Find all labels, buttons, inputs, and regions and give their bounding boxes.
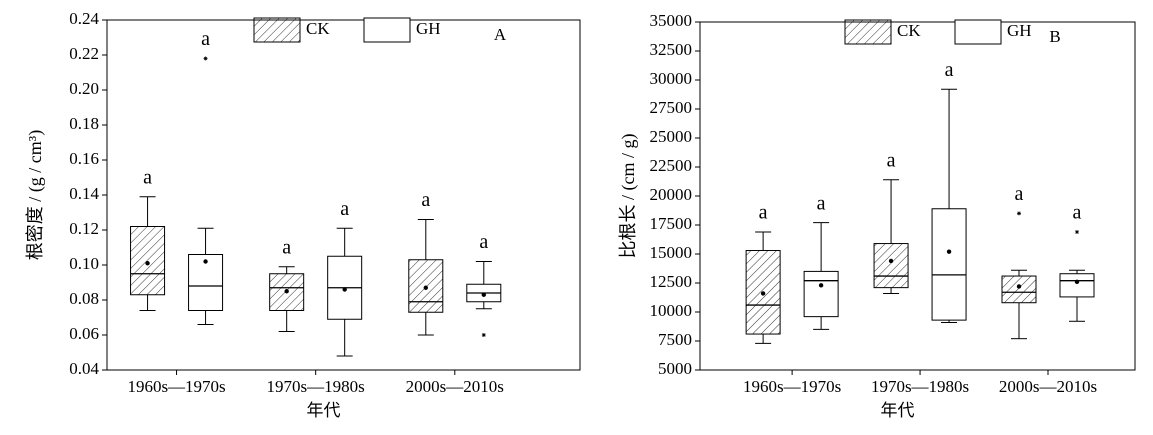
y-tick-label: 0.18 (69, 114, 99, 133)
y-tick-label: 10000 (650, 301, 693, 320)
mean-dot (946, 249, 952, 254)
significance-letter: a (282, 236, 291, 258)
y-axis-label: 根密度 / (g / cm³) (25, 130, 46, 260)
outlier (481, 333, 486, 337)
x-axis-label: 年代 (307, 401, 341, 420)
legend-label: GH (1007, 21, 1032, 40)
mean-dot (203, 259, 208, 264)
x-axis-label: 年代 (881, 401, 915, 420)
y-axis-label: 比根长 / (cm / g) (618, 134, 639, 259)
box (269, 273, 305, 311)
significance-letter: a (1015, 183, 1024, 205)
outlier (1017, 211, 1021, 216)
legend-swatch (253, 17, 301, 43)
legend-swatch (844, 19, 892, 45)
y-tick-label: 25000 (650, 127, 693, 146)
significance-letter: a (817, 192, 826, 214)
mean-dot (423, 285, 428, 290)
legend-label: CK (897, 21, 921, 40)
panel-label: B (1049, 27, 1060, 46)
x-tick-label: 1960s—1970s (743, 377, 841, 396)
y-tick-label: 0.10 (69, 254, 99, 273)
significance-letter: a (759, 202, 768, 224)
mean-dot (760, 291, 766, 296)
significance-letter: a (340, 198, 349, 220)
x-tick-label: 1960s—1970s (127, 377, 225, 396)
y-tick-label: 0.20 (69, 79, 99, 98)
significance-letter: a (887, 149, 896, 171)
significance-letter: a (421, 189, 430, 211)
x-tick-label: 1970s—1980s (871, 377, 969, 396)
y-tick-label: 0.14 (69, 184, 99, 203)
x-tick-label: 2000s—2010s (999, 377, 1097, 396)
significance-letter: a (945, 59, 954, 81)
y-tick-label: 0.06 (69, 324, 99, 343)
mean-dot (1074, 279, 1080, 285)
x-tick-label: 1970s—1980s (267, 377, 365, 396)
y-tick-label: 0.22 (69, 44, 99, 63)
box (803, 270, 839, 318)
y-tick-label: 12500 (650, 272, 693, 291)
box (1059, 273, 1095, 298)
y-tick-label: 22500 (650, 156, 693, 175)
y-tick-label: 0.08 (69, 289, 99, 308)
significance-letter: a (201, 28, 210, 50)
y-tick-label: 7500 (658, 330, 692, 349)
mean-dot (342, 287, 347, 292)
box (873, 243, 909, 289)
y-tick-label: 32500 (650, 40, 693, 59)
y-tick-label: 0.04 (69, 359, 99, 378)
box (188, 254, 224, 311)
y-tick-label: 27500 (650, 98, 693, 117)
y-tick-label: 15000 (650, 243, 693, 262)
legend-label: CK (306, 19, 330, 38)
mean-dot (818, 283, 824, 288)
legend-swatch (363, 17, 411, 43)
box (931, 208, 967, 321)
mean-dot (145, 261, 150, 266)
significance-letter: a (143, 166, 152, 188)
y-tick-label: 35000 (650, 11, 693, 30)
significance-letter: a (1073, 202, 1082, 224)
y-tick-label: 17500 (650, 214, 693, 233)
y-tick-label: 0.24 (69, 9, 99, 28)
box (130, 226, 166, 296)
significance-letter: a (479, 231, 488, 253)
legend-swatch (954, 19, 1002, 45)
y-tick-label: 5000 (658, 359, 692, 378)
x-tick-label: 2000s—2010s (406, 377, 504, 396)
y-tick-label: 0.16 (69, 149, 99, 168)
panel-label: A (494, 25, 507, 44)
mean-dot (284, 289, 289, 294)
mean-dot (1016, 284, 1022, 289)
outlier (203, 56, 208, 61)
box (1001, 275, 1037, 304)
y-tick-label: 20000 (650, 185, 693, 204)
y-tick-label: 30000 (650, 69, 693, 88)
outlier (1075, 229, 1079, 234)
legend-label: GH (416, 19, 441, 38)
y-tick-label: 0.12 (69, 219, 99, 238)
mean-dot (888, 258, 894, 264)
mean-dot (481, 292, 486, 297)
